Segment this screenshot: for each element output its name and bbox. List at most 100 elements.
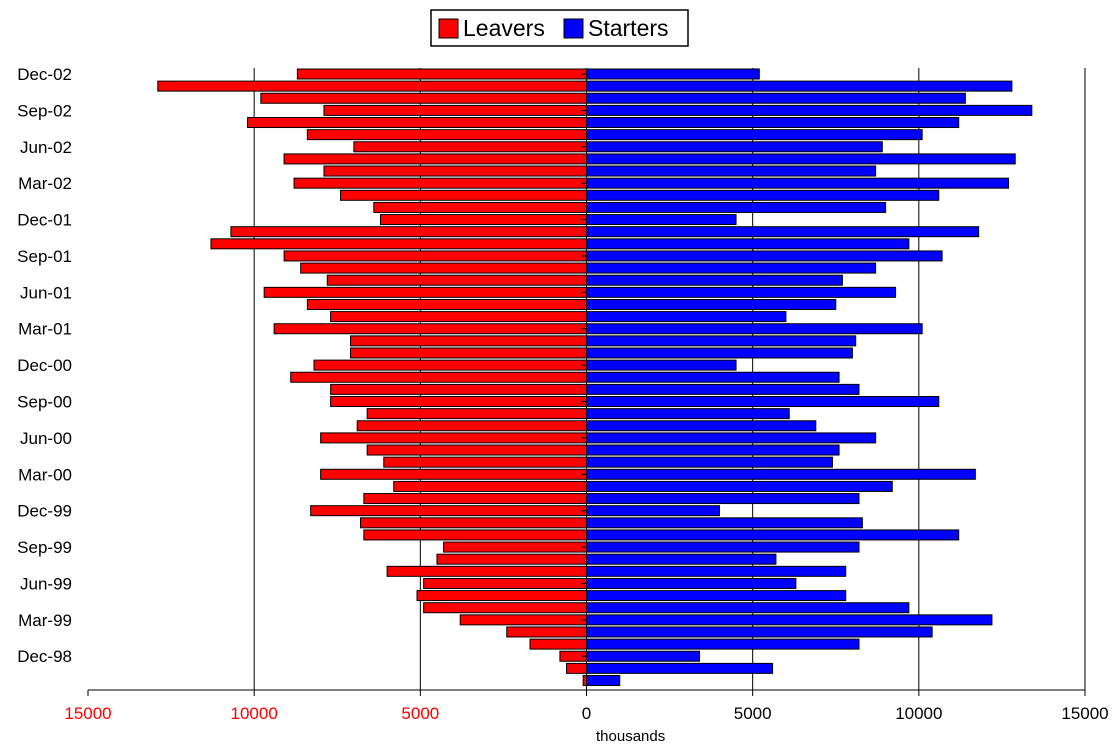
x-tick-label: 15000 xyxy=(64,704,111,723)
y-tick-label: Sep-00 xyxy=(17,393,72,412)
y-tick-label: Dec-02 xyxy=(17,65,72,84)
bar-starters-Nov-99 xyxy=(586,517,863,529)
bar-leavers-Aug-00 xyxy=(366,408,587,420)
bar-starters-Jan-00 xyxy=(586,493,860,505)
bar-starters-Jul-02 xyxy=(586,129,923,141)
bar-leavers-May-01 xyxy=(306,298,587,310)
y-tick-label: Jun-02 xyxy=(20,138,72,157)
x-tick-label: 5000 xyxy=(734,704,772,723)
bar-leavers-May-00 xyxy=(366,444,587,456)
bar-leavers-Jul-01 xyxy=(326,274,587,286)
bar-starters-Mar-00 xyxy=(586,468,976,480)
y-tick-label: Dec-98 xyxy=(17,647,72,666)
bar-starters-Jun-00 xyxy=(586,432,877,444)
legend-swatch-leavers xyxy=(438,18,459,39)
bar-leavers-Mar-00 xyxy=(320,468,587,480)
bar-leavers-Jun-99 xyxy=(423,577,588,589)
bar-starters-Mar-02 xyxy=(586,177,1010,189)
legend-box xyxy=(430,9,689,47)
y-tick-label: Jun-99 xyxy=(20,574,72,593)
y-tick-label: Dec-01 xyxy=(17,211,72,230)
bar-starters-Dec-01 xyxy=(586,214,737,226)
y-tick-label: Jun-01 xyxy=(20,283,72,302)
bar-leavers-Sep-01 xyxy=(283,250,587,262)
bar-leavers-Jun-00 xyxy=(320,432,587,444)
bar-leavers-Jul-02 xyxy=(306,129,587,141)
x-tick-label: 10000 xyxy=(231,704,278,723)
bar-leavers-May-02 xyxy=(283,153,587,165)
bar-starters-Apr-02 xyxy=(586,165,877,177)
bars xyxy=(157,68,1033,686)
y-tick-label: Mar-99 xyxy=(18,611,72,630)
legend-label-leavers: Leavers xyxy=(463,15,545,41)
bar-starters-Sep-99 xyxy=(586,541,860,553)
legend: Leavers Starters xyxy=(430,9,689,47)
bar-leavers-Sep-00 xyxy=(330,396,587,408)
axes xyxy=(87,68,1086,696)
bar-leavers-Dec-01 xyxy=(379,214,587,226)
bar-starters-Feb-99 xyxy=(586,626,933,638)
bar-starters-Jun-02 xyxy=(586,141,883,153)
bar-starters-May-99 xyxy=(586,590,847,602)
x-tick-labels: 15000 10000 5000 0 5000 10000 15000 xyxy=(64,704,1108,723)
bar-leavers-Apr-01 xyxy=(330,311,587,323)
bar-starters-Apr-99 xyxy=(586,602,910,614)
bar-leavers-Oct-99 xyxy=(363,529,587,541)
bar-leavers-Nov-00 xyxy=(290,371,587,383)
bar-leavers-Nov-99 xyxy=(360,517,587,529)
bar-leavers-Oct-02 xyxy=(260,92,587,104)
legend-swatch-starters xyxy=(563,18,584,39)
x-axis-label: thousands xyxy=(596,728,665,744)
bar-leavers-Oct-00 xyxy=(330,383,587,395)
y-tick-label: Sep-01 xyxy=(17,247,72,266)
y-tick-label: Mar-00 xyxy=(18,465,72,484)
bar-starters-Nov-00 xyxy=(586,371,840,383)
y-tick-label: Dec-00 xyxy=(17,356,72,375)
x-tick-label: 5000 xyxy=(401,704,439,723)
bar-starters-Nov-01 xyxy=(586,226,980,238)
y-tick-label: Mar-01 xyxy=(18,320,72,339)
bar-leavers-Dec-00 xyxy=(313,359,587,371)
bar-starters-Nov-02 xyxy=(586,80,1013,92)
bar-leavers-Jan-99 xyxy=(529,638,588,650)
bar-leavers-Sep-02 xyxy=(323,104,587,116)
bar-starters-Sep-01 xyxy=(586,250,943,262)
bar-leavers-Feb-99 xyxy=(506,626,587,638)
bar-starters-Sep-00 xyxy=(586,396,940,408)
bar-leavers-Mar-01 xyxy=(273,323,587,335)
bar-leavers-Dec-99 xyxy=(310,505,587,517)
y-tick-label: Jun-00 xyxy=(20,429,72,448)
bar-starters-May-00 xyxy=(586,444,840,456)
bar-starters-Oct-02 xyxy=(586,92,966,104)
bar-starters-Jan-99 xyxy=(586,638,860,650)
bar-starters-Dec-02 xyxy=(586,68,760,80)
y-tick-label: Sep-99 xyxy=(17,538,72,557)
bar-leavers-May-99 xyxy=(416,590,588,602)
y-tick-label: Mar-02 xyxy=(18,174,72,193)
x-tick-label: 15000 xyxy=(1061,704,1108,723)
bar-starters-Oct-98 xyxy=(586,675,621,686)
x-tick-label: 10000 xyxy=(895,704,942,723)
bar-leavers-Nov-01 xyxy=(230,226,588,238)
bar-leavers-Feb-00 xyxy=(393,480,587,492)
bar-starters-Jun-99 xyxy=(586,577,797,589)
bar-starters-Dec-99 xyxy=(586,505,720,517)
bar-starters-Jul-99 xyxy=(586,565,847,577)
bar-leavers-Aug-02 xyxy=(247,117,588,129)
bar-starters-Mar-01 xyxy=(586,323,923,335)
bar-leavers-Jul-00 xyxy=(356,420,587,432)
bar-starters-Aug-99 xyxy=(586,553,777,565)
bar-starters-Sep-02 xyxy=(586,104,1033,116)
bar-leavers-Aug-01 xyxy=(300,262,587,274)
bar-starters-Oct-01 xyxy=(586,238,910,250)
bar-starters-Apr-00 xyxy=(586,456,833,468)
bar-starters-Jul-00 xyxy=(586,420,817,432)
bar-starters-Feb-02 xyxy=(586,189,940,201)
bar-starters-May-02 xyxy=(586,153,1016,165)
bar-leavers-Mar-99 xyxy=(459,614,588,626)
bar-starters-Nov-98 xyxy=(586,662,774,674)
bar-starters-Mar-99 xyxy=(586,614,993,626)
y-tick-label: Sep-02 xyxy=(17,101,72,120)
bar-leavers-Jul-99 xyxy=(386,565,587,577)
